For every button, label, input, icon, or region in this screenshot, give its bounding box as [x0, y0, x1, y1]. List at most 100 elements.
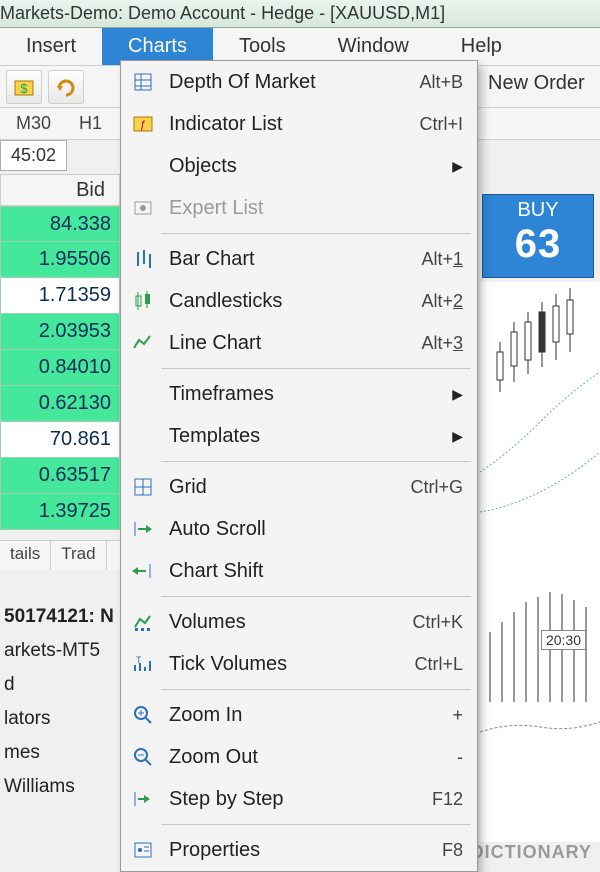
menu-item-shortcut: Alt+B: [419, 72, 463, 93]
candle-icon: [127, 290, 159, 312]
menu-item-tick-volumes[interactable]: TTick VolumesCtrl+L: [121, 643, 477, 685]
menu-item-label: Bar Chart: [159, 248, 421, 271]
menu-separator: [161, 824, 471, 825]
menu-item-label: Templates: [159, 425, 452, 448]
menu-item-shortcut: Alt+1: [421, 249, 463, 270]
charts-dropdown-menu: Depth Of MarketAlt+BƒIndicator ListCtrl+…: [120, 60, 478, 872]
menu-insert[interactable]: Insert: [0, 28, 102, 65]
autoscroll-icon: [127, 518, 159, 540]
vol-icon: [127, 611, 159, 633]
price-chart[interactable]: [480, 282, 600, 842]
tab-tails[interactable]: tails: [0, 541, 51, 570]
money-icon: $: [13, 76, 35, 98]
menu-item-line-chart[interactable]: Line ChartAlt+3: [121, 322, 477, 364]
menu-item-objects[interactable]: Objects▶: [121, 145, 477, 187]
bid-row[interactable]: 70.861: [0, 422, 120, 458]
zout-icon: [127, 746, 159, 768]
tick-icon: T: [127, 653, 159, 675]
menu-item-properties[interactable]: PropertiesF8: [121, 829, 477, 871]
chart-time-tag: 20:30: [541, 630, 586, 650]
menu-item-shortcut: Ctrl+L: [414, 654, 463, 675]
navigator-account-title: 50174121: N: [0, 600, 120, 634]
menu-item-chart-shift[interactable]: Chart Shift: [121, 550, 477, 592]
menu-item-label: Auto Scroll: [159, 518, 463, 541]
menu-item-label: Zoom Out: [159, 746, 457, 769]
menu-item-label: Chart Shift: [159, 560, 463, 583]
menu-item-shortcut: Alt+2: [421, 291, 463, 312]
bid-column-header: Bid: [0, 174, 120, 206]
menu-item-indicator-list[interactable]: ƒIndicator ListCtrl+I: [121, 103, 477, 145]
shift-icon: [127, 560, 159, 582]
menu-item-step-by-step[interactable]: Step by StepF12: [121, 778, 477, 820]
menu-item-label: Volumes: [159, 611, 412, 634]
buy-panel[interactable]: BUY .643 63: [482, 194, 594, 278]
menu-item-label: Properties: [159, 839, 442, 862]
grid-icon: [127, 476, 159, 498]
menu-item-shortcut: -: [457, 747, 463, 768]
bid-row[interactable]: 84.338: [0, 206, 120, 242]
menu-separator: [161, 596, 471, 597]
indicator-icon: ƒ: [127, 113, 159, 135]
menu-item-zoom-in[interactable]: Zoom In+: [121, 694, 477, 736]
menu-item-shortcut: +: [452, 705, 463, 726]
bid-table: 84.3381.955061.713592.039530.840100.6213…: [0, 206, 120, 530]
menu-item-label: Zoom In: [159, 704, 452, 727]
new-order-label[interactable]: New Order: [488, 72, 585, 95]
menu-item-templates[interactable]: Templates▶: [121, 415, 477, 457]
menu-item-label: Tick Volumes: [159, 653, 414, 676]
prop-icon: [127, 839, 159, 861]
menu-item-label: Objects: [159, 155, 452, 178]
menu-item-label: Step by Step: [159, 788, 432, 811]
buy-price-big: 63: [515, 222, 562, 267]
menu-item-zoom-out[interactable]: Zoom Out-: [121, 736, 477, 778]
timeframe-h1[interactable]: H1: [79, 113, 102, 134]
bid-row[interactable]: 2.03953: [0, 314, 120, 350]
menu-item-label: Timeframes: [159, 383, 452, 406]
menu-item-bar-chart[interactable]: Bar ChartAlt+1: [121, 238, 477, 280]
bid-row[interactable]: 0.63517: [0, 458, 120, 494]
navigator-item[interactable]: Williams: [0, 770, 120, 804]
menu-item-timeframes[interactable]: Timeframes▶: [121, 373, 477, 415]
buy-label: BUY: [483, 195, 593, 222]
menu-item-grid[interactable]: GridCtrl+G: [121, 466, 477, 508]
expert-icon: [127, 197, 159, 219]
bar-icon: [127, 248, 159, 270]
depth-icon: [127, 71, 159, 93]
toolbar-button-1[interactable]: $: [6, 70, 42, 104]
menu-item-label: Depth Of Market: [159, 71, 419, 94]
timeframe-m30[interactable]: M30: [16, 113, 51, 134]
bid-row[interactable]: 0.84010: [0, 350, 120, 386]
navigator-item[interactable]: arkets-MT5: [0, 634, 120, 668]
window-title-text: Markets-Demo: Demo Account - Hedge - [XA…: [0, 3, 445, 24]
navigator-panel: 50174121: Narkets-MT5dlatorsmesWilliams: [0, 600, 120, 804]
zin-icon: [127, 704, 159, 726]
menu-separator: [161, 461, 471, 462]
navigator-item[interactable]: d: [0, 668, 120, 702]
step-icon: [127, 788, 159, 810]
menu-item-depth-of-market[interactable]: Depth Of MarketAlt+B: [121, 61, 477, 103]
menu-item-auto-scroll[interactable]: Auto Scroll: [121, 508, 477, 550]
navigator-item[interactable]: lators: [0, 702, 120, 736]
svg-text:ƒ: ƒ: [140, 119, 146, 131]
bid-row[interactable]: 0.62130: [0, 386, 120, 422]
svg-text:$: $: [20, 81, 28, 96]
line-icon: [127, 332, 159, 354]
menu-item-candlesticks[interactable]: CandlesticksAlt+2: [121, 280, 477, 322]
refresh-icon: [55, 76, 77, 98]
menu-item-volumes[interactable]: VolumesCtrl+K: [121, 601, 477, 643]
bid-row[interactable]: 1.71359: [0, 278, 120, 314]
menu-item-label: Candlesticks: [159, 290, 421, 313]
bid-row[interactable]: 1.95506: [0, 242, 120, 278]
toolbar-button-2[interactable]: [48, 70, 84, 104]
submenu-arrow-icon: ▶: [452, 428, 463, 445]
menu-item-expert-list: Expert List: [121, 187, 477, 229]
tab-trad[interactable]: Trad: [51, 541, 106, 570]
menu-item-shortcut: F8: [442, 840, 463, 861]
navigator-item[interactable]: mes: [0, 736, 120, 770]
market-watch-tabs: tailsTrad: [0, 540, 120, 570]
menu-item-shortcut: Ctrl+K: [412, 612, 463, 633]
menu-item-shortcut: F12: [432, 789, 463, 810]
bid-row[interactable]: 1.39725: [0, 494, 120, 530]
submenu-arrow-icon: ▶: [452, 386, 463, 403]
clock: 45:02: [0, 140, 67, 171]
